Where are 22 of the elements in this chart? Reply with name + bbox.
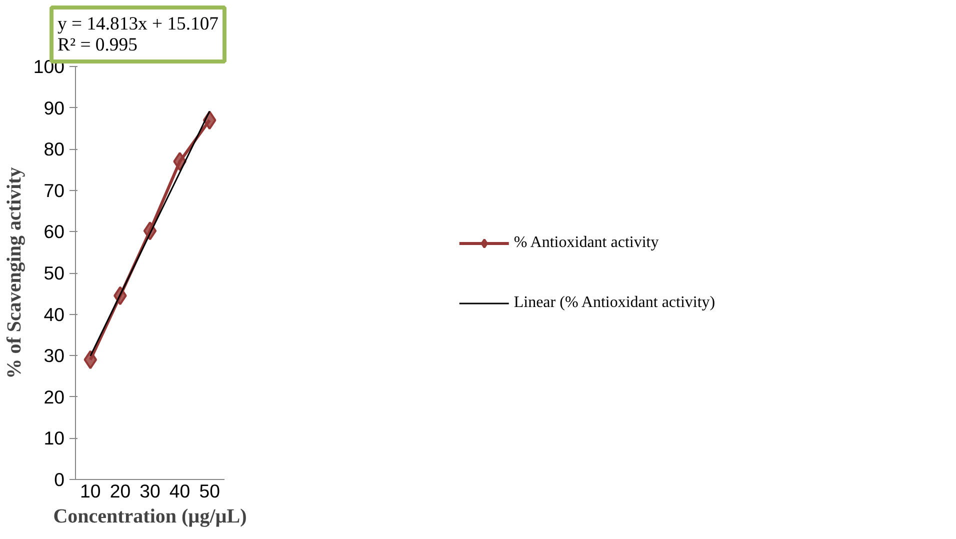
x-tick-label: 10 bbox=[80, 480, 101, 502]
point bbox=[84, 350, 98, 370]
x-axis-title: Concentration (µg/µL) bbox=[53, 506, 247, 528]
x-tick-label: 30 bbox=[140, 480, 160, 502]
y-tick-label: 80 bbox=[44, 138, 65, 160]
y-tick-label: 20 bbox=[44, 386, 65, 408]
y-tick-label: 10 bbox=[44, 428, 65, 449]
legend-label: Linear (% Antioxidant activity) bbox=[514, 294, 716, 312]
y-tick-label: 60 bbox=[44, 221, 65, 242]
y-tick-label: 90 bbox=[44, 97, 65, 118]
legend-label: % Antioxidant activity bbox=[514, 234, 659, 252]
text: y = 14.813x + 15.107 bbox=[58, 14, 219, 34]
x-tick-label: 50 bbox=[199, 480, 220, 502]
x-tick-label: 20 bbox=[110, 480, 131, 502]
x-tick-label: 40 bbox=[169, 480, 190, 502]
y-tick-label: 40 bbox=[44, 304, 65, 325]
y-axis-title: % of Scavenging activity bbox=[3, 167, 26, 379]
text: R² = 0.995 bbox=[58, 34, 138, 56]
y-tick-label: 0 bbox=[54, 469, 65, 490]
y-tick-label: 30 bbox=[44, 345, 65, 366]
y-tick-label: 70 bbox=[44, 180, 65, 201]
y-tick-label: 50 bbox=[44, 262, 65, 284]
